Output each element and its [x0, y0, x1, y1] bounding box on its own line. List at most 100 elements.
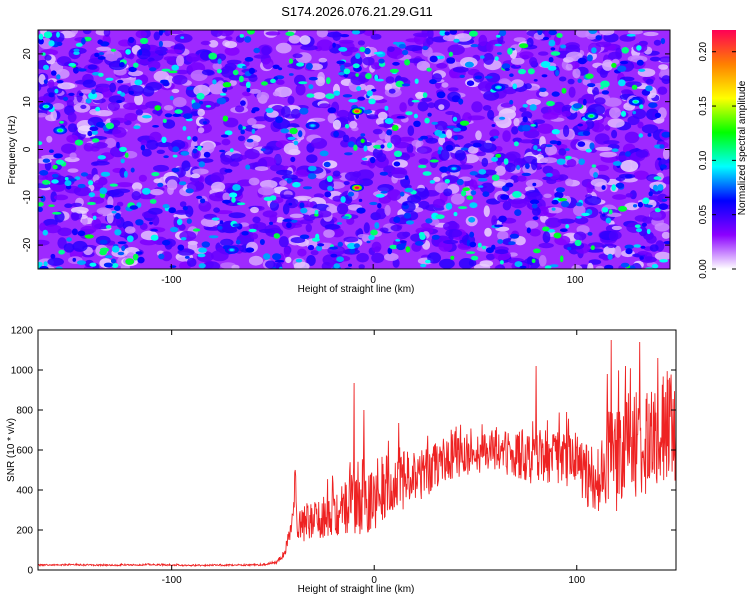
heatmap-blob — [110, 48, 117, 52]
heatmap-cell — [76, 90, 83, 103]
heatmap-cell — [357, 40, 365, 46]
heatmap-blob — [128, 66, 137, 73]
heatmap-blob — [192, 136, 198, 142]
heatmap-blob — [542, 226, 550, 232]
heatmap-cell — [202, 261, 221, 269]
heatmap-blob — [275, 116, 283, 124]
heatmap-blob — [578, 158, 585, 165]
heatmap-cell — [649, 56, 661, 62]
heatmap-blob — [452, 127, 462, 132]
heatmap-blob — [114, 205, 121, 211]
heatmap-blob — [245, 164, 251, 170]
heatmap-cell — [542, 231, 551, 244]
heatmap-cell — [229, 161, 240, 167]
heatmap-blob — [531, 203, 538, 209]
heatmap-blob — [42, 179, 51, 185]
heatmap-cell — [64, 203, 73, 208]
heatmap-cell — [295, 83, 306, 96]
heatmap-blob — [533, 145, 538, 151]
heatmap-blob — [500, 194, 510, 200]
heatmap-cell — [450, 193, 465, 205]
heatmap-blob — [338, 72, 345, 76]
heatmap-blob — [340, 196, 346, 203]
heatmap-cell — [646, 234, 657, 244]
heatmap-blob — [393, 161, 401, 167]
heatmap-y-tick-label: 0 — [22, 146, 33, 152]
heatmap-cell — [376, 152, 387, 163]
heatmap-cell — [586, 181, 594, 194]
heatmap-blob — [211, 217, 220, 221]
heatmap-cell — [253, 54, 270, 59]
heatmap-y-tick-label: -20 — [22, 237, 33, 252]
heatmap-blob — [300, 207, 308, 214]
heatmap-cell — [609, 107, 621, 119]
heatmap-blob — [124, 152, 129, 158]
heatmap-blob — [56, 31, 60, 38]
heatmap-blob — [186, 86, 194, 91]
heatmap-cell — [190, 173, 201, 179]
heatmap-cell — [155, 141, 173, 148]
heatmap-cell — [87, 64, 98, 70]
heatmap-blob — [361, 157, 368, 161]
heatmap-cell — [312, 92, 326, 100]
heatmap-cell — [575, 30, 590, 38]
heatmap-cell — [568, 86, 576, 98]
heatmap-blob — [639, 256, 644, 260]
heatmap-cell — [481, 157, 489, 167]
heatmap-cell — [280, 194, 295, 199]
heatmap-blob — [539, 87, 547, 93]
heatmap-cell — [332, 31, 341, 41]
heatmap-blob — [149, 221, 153, 225]
heatmap-cell — [604, 124, 611, 131]
heatmap-blob — [648, 191, 653, 197]
heatmap-cell — [620, 160, 639, 172]
heatmap-cell — [293, 261, 310, 269]
heatmap-blob — [73, 66, 79, 74]
heatmap-blob — [241, 231, 249, 236]
heatmap-cell — [222, 192, 231, 202]
heatmap-cell — [517, 175, 527, 182]
heatmap-blob — [158, 253, 165, 260]
heatmap-blob — [39, 170, 49, 176]
heatmap-blob — [494, 224, 504, 228]
heatmap-cell — [324, 223, 340, 230]
heatmap-blob — [289, 127, 298, 135]
heatmap-cell — [66, 134, 79, 143]
heatmap-blob — [38, 141, 43, 146]
heatmap-cell — [519, 107, 527, 112]
heatmap-cell — [231, 264, 240, 269]
heatmap-blob — [585, 148, 592, 153]
heatmap-blob — [48, 92, 55, 98]
heatmap-blob — [468, 217, 476, 223]
heatmap-cell — [477, 81, 494, 92]
heatmap-blob — [551, 199, 559, 205]
heatmap-cell — [407, 194, 422, 204]
heatmap-blob — [422, 45, 429, 51]
heatmap-blob — [469, 231, 475, 238]
heatmap-blob — [158, 40, 163, 47]
heatmap-cell — [79, 89, 93, 94]
heatmap-blob — [600, 86, 604, 90]
heatmap-blob — [373, 144, 383, 149]
heatmap-cell — [587, 262, 594, 269]
heatmap-blob — [38, 261, 43, 267]
heatmap-blob — [94, 52, 100, 58]
heatmap-blob — [133, 62, 139, 68]
heatmap-cell — [482, 105, 492, 111]
heatmap-blob — [445, 144, 454, 152]
heatmap-cell — [557, 218, 576, 224]
heatmap-y-axis-label: Frequency (Hz) — [7, 116, 18, 185]
heatmap-blob — [640, 245, 646, 249]
heatmap-blob — [229, 148, 234, 153]
heatmap-cell — [261, 45, 271, 56]
heatmap-blob — [138, 49, 143, 56]
heatmap-blob — [659, 144, 665, 149]
heatmap-cell — [633, 170, 649, 180]
heatmap-cell — [285, 256, 292, 264]
heatmap-blob — [555, 69, 560, 77]
heatmap-blob — [232, 223, 240, 227]
heatmap-blob — [374, 222, 380, 229]
heatmap-cell — [251, 124, 266, 129]
heatmap-blob — [196, 92, 205, 100]
heatmap-cell — [248, 177, 260, 186]
